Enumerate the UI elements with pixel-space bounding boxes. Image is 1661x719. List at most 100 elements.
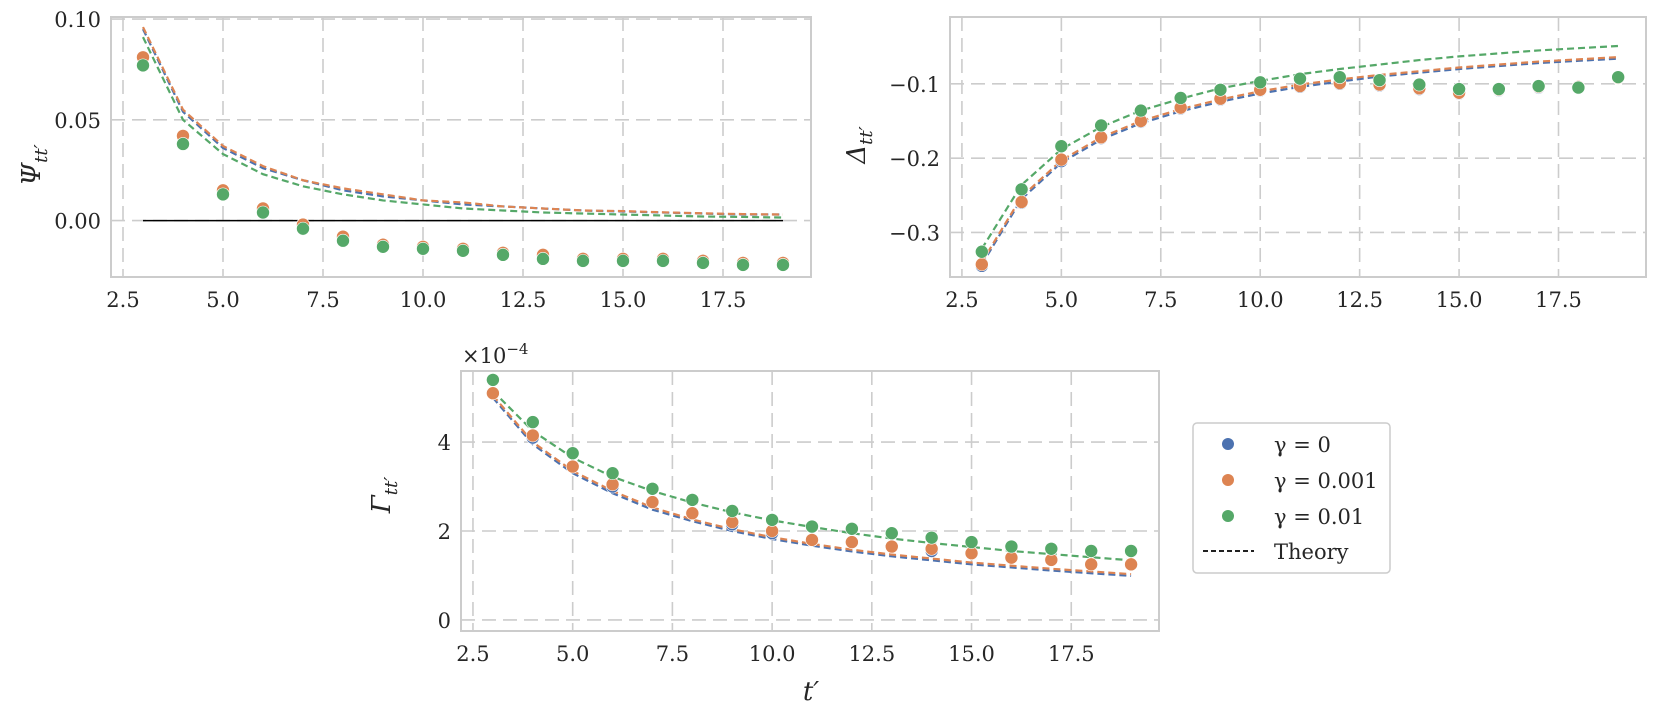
gamma-data-point — [685, 493, 700, 507]
delta-y-tick-label: −0.2 — [889, 147, 940, 171]
gamma-data-point — [845, 521, 859, 536]
gamma-data-point — [645, 495, 660, 509]
gamma-data-points — [486, 373, 1138, 572]
delta-data-points — [975, 70, 1625, 273]
delta-plot-frame — [949, 16, 1647, 278]
psi-data-point — [456, 243, 470, 258]
delta-data-point — [1014, 182, 1029, 197]
delta-x-tick-label: 7.5 — [1144, 288, 1177, 312]
psi-panel: 2.5 5.0 7.5 10.0 12.5 15.0 17.5 0.00 0.05 0.10 Ψt… — [17, 8, 812, 312]
delta-data-point — [1213, 83, 1228, 97]
gamma-multiplier-label: ×10−4 — [462, 340, 528, 368]
psi-y-tick-label: 0.00 — [54, 210, 101, 234]
gamma-data-point — [1044, 541, 1059, 556]
gamma-data-point — [525, 428, 540, 443]
legend: γ = 0 γ = 0.001 γ = 0.01 Theory — [1192, 422, 1391, 574]
psi-data-point — [376, 239, 390, 254]
delta-data-point — [1531, 79, 1546, 93]
psi-plot-frame — [110, 16, 812, 278]
delta-y-tick-label: −0.3 — [889, 221, 940, 245]
psi-data-point — [496, 248, 510, 262]
delta-x-tick-label: 2.5 — [945, 288, 978, 312]
gamma-data-point — [725, 504, 740, 518]
delta-x-tick-label: 10.0 — [1237, 288, 1284, 312]
psi-theory-line — [142, 26, 784, 216]
delta-data-point — [1293, 71, 1307, 86]
delta-data-point — [1492, 82, 1506, 96]
delta-data-point — [1134, 103, 1148, 118]
psi-theory-line — [142, 36, 784, 219]
psi-x-tick-label: 17.5 — [700, 288, 747, 312]
psi-data-point — [776, 258, 790, 272]
psi-data-point — [336, 233, 350, 248]
psi-data-point — [136, 58, 150, 73]
delta-tick-labels: 2.5 5.0 7.5 10.0 12.5 15.0 17.5 −0.3 −0.2 −0.1 — [889, 73, 1582, 312]
delta-data-point — [1332, 70, 1347, 84]
psi-x-tick-label: 5.0 — [206, 288, 239, 312]
delta-data-point — [1094, 118, 1108, 133]
gamma-x-tick-label: 7.5 — [656, 642, 689, 666]
gamma-data-point — [1124, 544, 1138, 558]
legend-label-gamma-0: γ = 0 — [1274, 433, 1331, 457]
psi-x-tick-label: 2.5 — [106, 288, 139, 312]
gamma-theory-line — [492, 396, 1132, 577]
psi-data-point — [216, 187, 230, 202]
delta-x-tick-label: 17.5 — [1535, 288, 1582, 312]
psi-tick-labels: 2.5 5.0 7.5 10.0 12.5 15.0 17.5 0.00 0.05 0.10 — [54, 8, 746, 312]
psi-data-point — [536, 252, 550, 266]
gamma-x-tick-label: 5.0 — [556, 642, 589, 666]
gamma-data-point — [805, 533, 819, 547]
gamma-data-point — [1084, 544, 1098, 558]
psi-y-tick-label: 0.05 — [54, 109, 101, 133]
gamma-theory-line — [492, 394, 1132, 576]
psi-y-axis-label: Ψtt′ — [17, 144, 52, 185]
psi-data-point — [176, 137, 190, 151]
delta-y-tick-label: −0.1 — [889, 73, 940, 97]
gamma-data-point — [525, 415, 540, 429]
legend-marker-gamma-0-001 — [1222, 474, 1234, 486]
delta-data-point — [1253, 75, 1268, 90]
gamma-data-point — [1084, 557, 1098, 572]
gamma-x-tick-label: 10.0 — [749, 642, 796, 666]
gamma-data-point — [805, 519, 819, 534]
delta-panel: 2.5 5.0 7.5 10.0 12.5 15.0 17.5 −0.3 −0.2 −0.1 Δt… — [842, 16, 1647, 312]
gamma-data-point — [1124, 557, 1138, 572]
gamma-x-tick-label: 17.5 — [1048, 642, 1095, 666]
psi-plot-background — [111, 17, 811, 277]
gamma-data-point — [884, 526, 899, 541]
gamma-data-point — [924, 530, 939, 545]
gamma-y-tick-label: 0 — [438, 609, 451, 633]
gamma-data-point — [645, 481, 660, 496]
delta-data-point — [1452, 82, 1466, 96]
delta-theory-line — [980, 57, 1619, 265]
psi-data-point — [296, 221, 310, 236]
gamma-data-point — [486, 373, 500, 387]
delta-y-axis-label: Δtt′ — [842, 126, 877, 164]
psi-x-tick-label: 12.5 — [500, 288, 547, 312]
gamma-data-point — [964, 535, 979, 549]
psi-data-point — [416, 241, 430, 256]
psi-data-point — [736, 258, 750, 272]
gamma-tick-labels: 2.5 5.0 7.5 10.0 12.5 15.0 17.5 0 2 4 — [438, 431, 1095, 666]
psi-x-tick-label: 7.5 — [306, 288, 339, 312]
gamma-data-point — [1004, 539, 1019, 554]
gamma-x-tick-label: 12.5 — [848, 642, 895, 666]
psi-x-tick-label: 10.0 — [400, 288, 447, 312]
psi-data-point — [616, 254, 630, 268]
delta-data-point — [975, 257, 989, 272]
psi-data-point — [576, 254, 590, 268]
gamma-y-tick-label: 4 — [438, 431, 451, 455]
legend-marker-gamma-0-01 — [1222, 510, 1234, 522]
gamma-data-point — [845, 535, 859, 549]
legend-label-gamma-0-001: γ = 0.001 — [1274, 469, 1378, 493]
delta-gridlines — [950, 17, 1646, 277]
gamma-data-point — [565, 446, 580, 461]
psi-data-point — [656, 254, 670, 268]
psi-data-point — [256, 205, 270, 220]
gamma-data-point — [685, 506, 700, 521]
legend-marker-gamma-0 — [1222, 438, 1234, 450]
gamma-y-tick-label: 2 — [438, 520, 451, 544]
gamma-data-point — [486, 386, 500, 401]
